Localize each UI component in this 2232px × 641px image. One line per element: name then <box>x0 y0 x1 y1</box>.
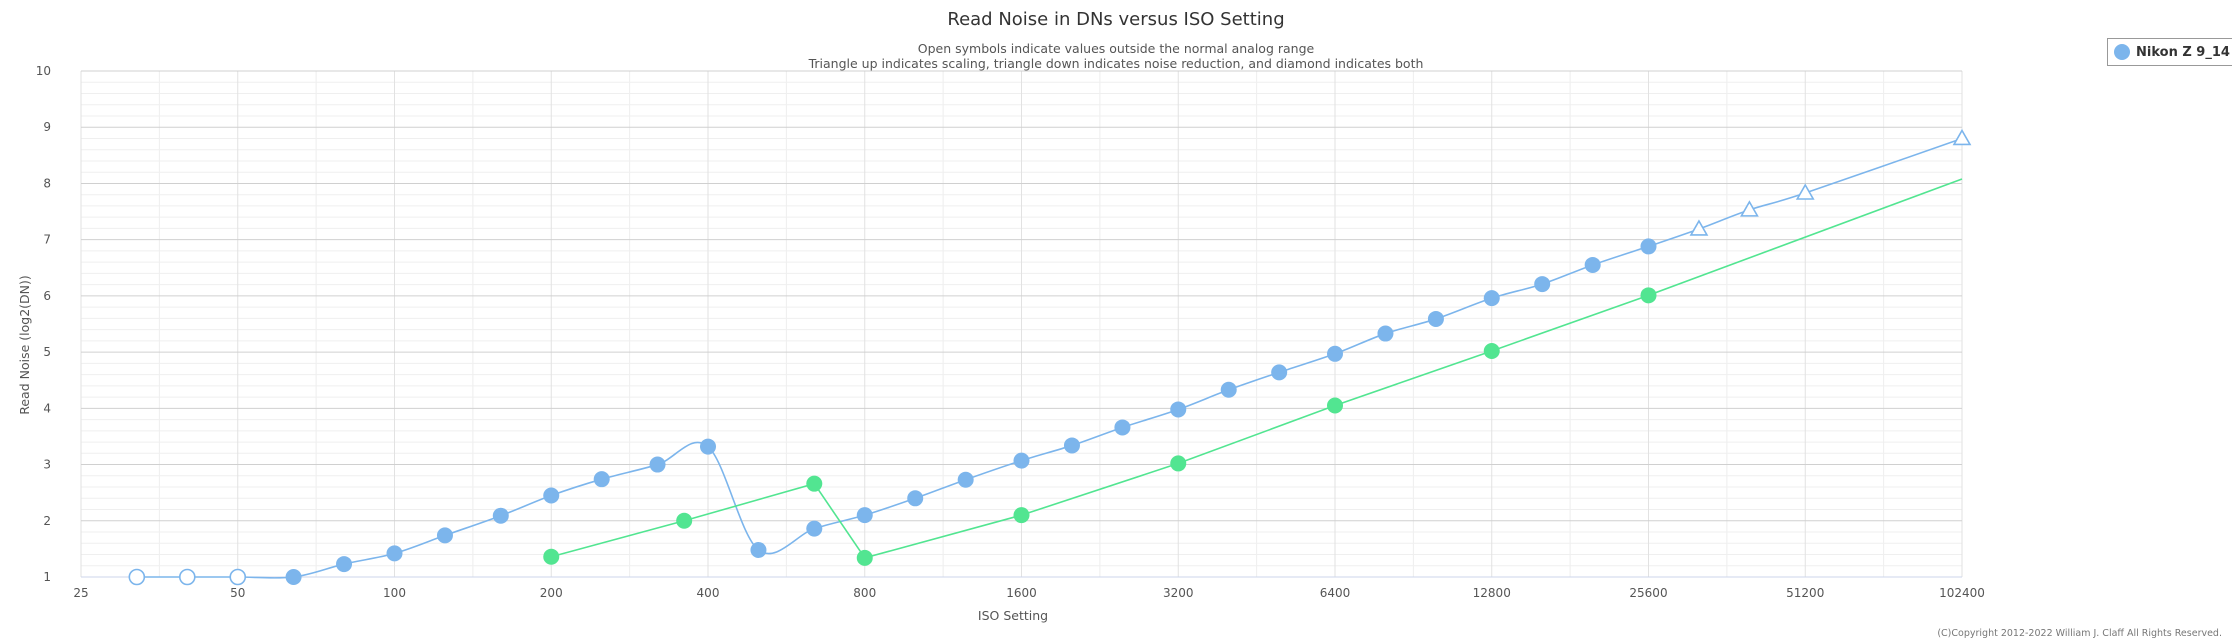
series-layer <box>128 128 1972 586</box>
x-tick-label: 200 <box>540 586 563 600</box>
data-point-marker[interactable] <box>386 545 403 562</box>
y-tick-label: 6 <box>43 289 51 303</box>
x-tick-label: 800 <box>853 586 876 600</box>
data-point-marker[interactable] <box>1170 401 1187 418</box>
y-tick-label: 1 <box>43 570 51 584</box>
data-point-marker[interactable] <box>1534 276 1551 293</box>
data-point-marker[interactable] <box>856 507 873 524</box>
x-tick-label: 12800 <box>1473 586 1511 600</box>
data-point-marker[interactable] <box>676 512 693 529</box>
data-point-marker[interactable] <box>1271 364 1288 381</box>
x-tick-label: 100 <box>383 586 406 600</box>
data-point-marker[interactable] <box>1013 452 1030 469</box>
data-point-marker[interactable] <box>957 471 974 488</box>
data-point-marker[interactable] <box>1170 455 1187 472</box>
series-line <box>551 178 1963 559</box>
data-point-marker[interactable] <box>1327 345 1343 362</box>
x-tick-label: 3200 <box>1163 586 1194 600</box>
x-tick-label: 1600 <box>1006 586 1037 600</box>
series-0 <box>128 128 1972 586</box>
y-tick-label: 3 <box>43 458 51 472</box>
x-axis-title: ISO Setting <box>978 608 1048 623</box>
data-point-marker[interactable] <box>436 527 453 544</box>
series-1 <box>543 178 1963 566</box>
legend[interactable]: Nikon Z 9_14 <box>2107 38 2232 66</box>
data-point-marker[interactable] <box>750 542 767 559</box>
data-point-marker[interactable] <box>907 490 924 507</box>
x-tick-label: 25 <box>73 586 88 600</box>
data-point-marker[interactable] <box>1640 287 1657 304</box>
y-axis-title: Read Noise (log2(DN)) <box>17 275 32 415</box>
major-grid <box>80 70 1963 578</box>
data-point-marker[interactable] <box>1220 381 1237 398</box>
y-tick-label: 5 <box>43 345 51 359</box>
legend-series-marker <box>2114 44 2130 60</box>
x-axis-tick-labels: 25 50 100 200 400 800 1600 3200 6400 12800 25600 51… <box>73 586 1985 600</box>
x-tick-label: 25600 <box>1629 586 1667 600</box>
data-point-marker[interactable] <box>285 569 302 585</box>
data-point-triangle-marker[interactable] <box>1740 200 1759 217</box>
data-point-marker[interactable] <box>543 487 560 504</box>
data-point-triangle-marker[interactable] <box>1689 219 1709 236</box>
data-point-marker[interactable] <box>336 556 353 573</box>
data-point-marker[interactable] <box>492 507 509 524</box>
data-point-marker[interactable] <box>649 456 666 473</box>
series-line <box>136 137 1963 579</box>
copyright-credit: (C)Copyright 2012-2022 William J. Claff … <box>1937 628 2222 639</box>
legend-series-label: Nikon Z 9_14 <box>2136 44 2230 60</box>
y-tick-label: 7 <box>43 233 51 247</box>
x-tick-label: 400 <box>697 586 720 600</box>
data-point-marker[interactable] <box>543 548 560 565</box>
chart-subtitle-line-2: Triangle up indicates scaling, triangle … <box>808 56 1424 71</box>
y-tick-label: 2 <box>43 514 51 528</box>
data-point-marker[interactable] <box>1584 256 1601 273</box>
x-tick-label: 51200 <box>1786 586 1824 600</box>
data-point-marker[interactable] <box>1114 419 1131 436</box>
x-tick-label: 50 <box>230 586 245 600</box>
y-tick-label: 9 <box>43 120 51 134</box>
data-point-marker[interactable] <box>806 475 823 492</box>
data-point-marker[interactable] <box>856 549 873 566</box>
x-tick-label: 102400 <box>1939 586 1985 600</box>
data-point-marker[interactable] <box>806 520 823 537</box>
chart-title: Read Noise in DNs versus ISO Setting <box>947 9 1284 30</box>
y-tick-label: 8 <box>43 176 51 190</box>
data-point-marker[interactable] <box>700 438 716 455</box>
x-tick-label: 6400 <box>1320 586 1351 600</box>
data-point-marker[interactable] <box>1483 342 1500 359</box>
data-point-marker[interactable] <box>1063 437 1080 454</box>
y-tick-label: 10 <box>36 64 51 78</box>
data-point-marker[interactable] <box>1377 325 1394 342</box>
data-point-open-marker[interactable] <box>229 568 247 586</box>
data-point-marker[interactable] <box>1483 290 1500 307</box>
y-tick-label: 4 <box>43 401 51 415</box>
data-point-triangle-marker[interactable] <box>1952 128 1972 146</box>
data-point-triangle-marker[interactable] <box>1795 183 1815 200</box>
chart-subtitle-line-1: Open symbols indicate values outside the… <box>918 41 1315 56</box>
data-point-marker[interactable] <box>1427 310 1444 327</box>
data-point-marker[interactable] <box>1327 397 1343 414</box>
data-point-open-marker[interactable] <box>178 568 196 586</box>
data-point-marker[interactable] <box>1013 507 1030 524</box>
data-point-marker[interactable] <box>593 471 610 488</box>
data-point-open-marker[interactable] <box>128 568 146 586</box>
data-point-marker[interactable] <box>1640 238 1657 255</box>
y-axis-tick-labels: 1 2 3 4 5 6 7 8 9 10 <box>36 64 51 584</box>
